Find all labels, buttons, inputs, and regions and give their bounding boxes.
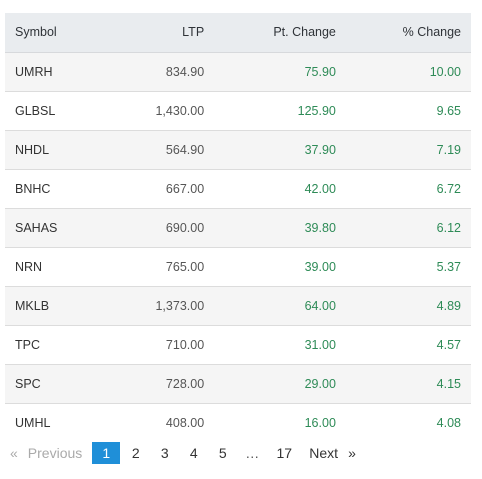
- cell-symbol[interactable]: NRN: [5, 246, 105, 286]
- cell-pt-change: 42.00: [214, 168, 346, 208]
- cell-pt-change: 37.90: [214, 129, 346, 169]
- table-row[interactable]: UMRH 834.90 75.90 10.00: [5, 51, 471, 91]
- table-header: Symbol LTP Pt. Change % Change: [5, 13, 471, 53]
- cell-ltp: 1,373.00: [104, 285, 215, 325]
- cell-ltp: 765.00: [104, 246, 215, 286]
- previous-button[interactable]: « Previous: [10, 442, 82, 464]
- cell-symbol[interactable]: TPC: [5, 324, 105, 364]
- cell-symbol[interactable]: UMRH: [5, 51, 105, 91]
- cell-pt-change: 64.00: [214, 285, 346, 325]
- cell-ltp: 728.00: [104, 363, 215, 403]
- cell-ltp: 564.90: [104, 129, 215, 169]
- cell-ltp: 690.00: [104, 207, 215, 247]
- table-row[interactable]: TPC 710.00 31.00 4.57: [5, 324, 471, 364]
- cell-ltp: 1,430.00: [104, 90, 215, 130]
- cell-symbol[interactable]: SPC: [5, 363, 105, 403]
- cell-symbol[interactable]: GLBSL: [5, 90, 105, 130]
- table-row[interactable]: NHDL 564.90 37.90 7.19: [5, 129, 471, 169]
- cell-pct-change: 4.89: [345, 285, 471, 325]
- cell-symbol[interactable]: NHDL: [5, 129, 105, 169]
- table-row[interactable]: MKLB 1,373.00 64.00 4.89: [5, 285, 471, 325]
- pagination-ellipsis: …: [245, 445, 260, 461]
- cell-pct-change: 6.72: [345, 168, 471, 208]
- top-gainers-table: Symbol LTP Pt. Change % Change UMRH 834.9…: [5, 13, 471, 442]
- table-row[interactable]: GLBSL 1,430.00 125.90 9.65: [5, 90, 471, 130]
- table-row[interactable]: SPC 728.00 29.00 4.15: [5, 363, 471, 403]
- page-link[interactable]: 3: [160, 445, 169, 461]
- double-chevron-right-icon: »: [348, 445, 356, 461]
- header-ltp: LTP: [104, 13, 215, 53]
- table-row[interactable]: BNHC 667.00 42.00 6.72: [5, 168, 471, 208]
- cell-pct-change: 6.12: [345, 207, 471, 247]
- header-pct-change: % Change: [345, 13, 471, 53]
- cell-pct-change: 7.19: [345, 129, 471, 169]
- next-label: Next: [309, 445, 339, 461]
- cell-pct-change: 9.65: [345, 90, 471, 130]
- previous-label: Previous: [27, 445, 83, 461]
- cell-pt-change: 39.00: [214, 246, 346, 286]
- next-button[interactable]: Next »: [309, 442, 356, 464]
- header-pt-change: Pt. Change: [214, 13, 346, 53]
- table-header-row: Symbol LTP Pt. Change % Change: [5, 13, 471, 53]
- header-symbol: Symbol: [5, 13, 105, 53]
- cell-symbol[interactable]: BNHC: [5, 168, 105, 208]
- cell-pt-change: 29.00: [214, 363, 346, 403]
- cell-symbol[interactable]: MKLB: [5, 285, 105, 325]
- cell-pt-change: 125.90: [214, 90, 346, 130]
- cell-pct-change: 5.37: [345, 246, 471, 286]
- cell-symbol[interactable]: UMHL: [5, 402, 105, 442]
- table-body: UMRH 834.90 75.90 10.00 GLBSL 1,430.00 125.90 9…: [5, 51, 471, 442]
- cell-ltp: 667.00: [104, 168, 215, 208]
- table-row[interactable]: SAHAS 690.00 39.80 6.12: [5, 207, 471, 247]
- cell-ltp: 834.90: [104, 51, 215, 91]
- cell-pt-change: 16.00: [214, 402, 346, 442]
- table-row[interactable]: UMHL 408.00 16.00 4.08: [5, 402, 471, 442]
- cell-pct-change: 4.08: [345, 402, 471, 442]
- page-link[interactable]: 5: [218, 445, 227, 461]
- double-chevron-left-icon: «: [10, 445, 18, 461]
- cell-pct-change: 4.57: [345, 324, 471, 364]
- cell-pct-change: 4.15: [345, 363, 471, 403]
- cell-symbol[interactable]: SAHAS: [5, 207, 105, 247]
- page-link[interactable]: 4: [189, 445, 198, 461]
- cell-ltp: 710.00: [104, 324, 215, 364]
- cell-pt-change: 75.90: [214, 51, 346, 91]
- page-link-last[interactable]: 17: [276, 445, 293, 461]
- page-link-active[interactable]: 1: [92, 442, 121, 464]
- page-link[interactable]: 2: [131, 445, 140, 461]
- cell-pt-change: 31.00: [214, 324, 346, 364]
- table-row[interactable]: NRN 765.00 39.00 5.37: [5, 246, 471, 286]
- cell-pt-change: 39.80: [214, 207, 346, 247]
- cell-ltp: 408.00: [104, 402, 215, 442]
- cell-pct-change: 10.00: [345, 51, 471, 91]
